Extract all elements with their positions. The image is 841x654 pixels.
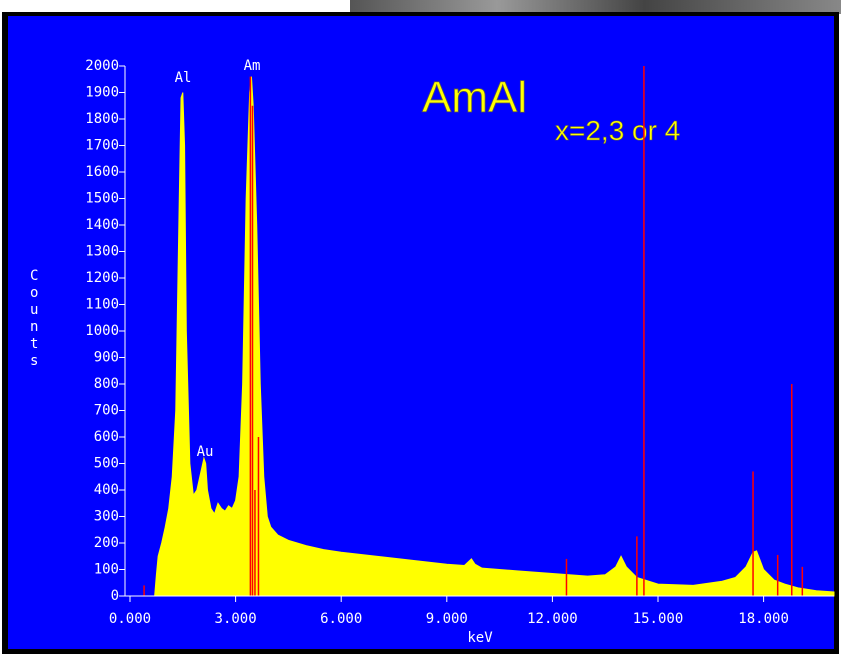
y-tick-label: 800 xyxy=(94,376,119,392)
y-tick-label: 300 xyxy=(94,509,119,525)
y-tick-label: 1900 xyxy=(85,85,119,101)
peak-label: Al xyxy=(175,70,192,86)
x-tick-label: 3.000 xyxy=(215,611,257,627)
y-tick-label: 1300 xyxy=(85,244,119,260)
sem-image xyxy=(350,0,841,14)
x-tick-label: 15.000 xyxy=(633,611,684,627)
x-axis-label: keV xyxy=(467,630,493,646)
peak-label: Au xyxy=(197,444,214,460)
x-tick-label: 9.000 xyxy=(426,611,468,627)
x-tick-label: 18.000 xyxy=(738,611,789,627)
y-tick-label: 1500 xyxy=(85,191,119,207)
x-tick-label: 0.000 xyxy=(109,611,151,627)
y-tick-label: 600 xyxy=(94,429,119,445)
title-main: AmAl xyxy=(422,73,527,122)
y-tick-label: 2000 xyxy=(85,58,119,74)
y-tick-label: 1200 xyxy=(85,270,119,286)
spectrum xyxy=(154,76,835,597)
y-tick-label: 400 xyxy=(94,482,119,498)
title-sub: x=2,3 or 4 xyxy=(555,115,680,146)
x-tick-label: 6.000 xyxy=(320,611,362,627)
y-tick-label: 500 xyxy=(94,456,119,472)
y-tick-label: 900 xyxy=(94,350,119,366)
plot-background xyxy=(8,16,834,649)
y-tick-label: 1100 xyxy=(85,297,119,313)
peak-label: Am xyxy=(244,58,261,74)
y-tick-label: 1400 xyxy=(85,217,119,233)
y-tick-label: 1700 xyxy=(85,138,119,154)
y-tick-label: 100 xyxy=(94,562,119,578)
y-tick-label: 700 xyxy=(94,403,119,419)
y-tick-label: 200 xyxy=(94,535,119,551)
y-tick-label: 1600 xyxy=(85,164,119,180)
y-axis-label: Counts xyxy=(30,268,39,369)
y-tick-label: 1800 xyxy=(85,111,119,127)
y-tick-label: 0 xyxy=(111,588,119,604)
x-tick-label: 12.000 xyxy=(527,611,578,627)
y-tick-label: 1000 xyxy=(85,323,119,339)
